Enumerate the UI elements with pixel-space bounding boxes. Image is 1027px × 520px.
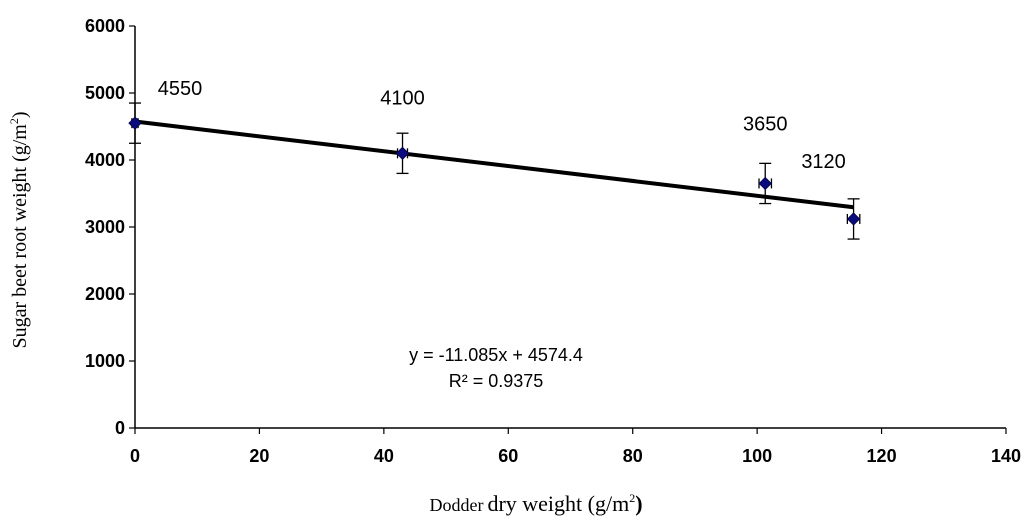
data-point-diamond bbox=[758, 176, 772, 191]
x-axis-title-close: ) bbox=[635, 491, 642, 516]
axes bbox=[134, 26, 1006, 429]
data-point-diamond bbox=[128, 116, 142, 130]
data-points bbox=[128, 116, 861, 226]
x-tick-label: 80 bbox=[623, 446, 643, 466]
y-tick-label: 1000 bbox=[85, 351, 125, 371]
x-axis-ticks: 0 20 40 60 80 100 120 140 bbox=[130, 428, 1021, 466]
y-axis-title-close: ) bbox=[9, 111, 31, 118]
y-tick-label: 5000 bbox=[85, 83, 125, 103]
trendline-equation: y = -11.085x + 4574.4 bbox=[409, 345, 583, 365]
y-tick-label: 2000 bbox=[85, 284, 125, 304]
x-axis-title-part-b: dry weight (g/m bbox=[487, 491, 629, 516]
y-axis-title-text: Sugar beet root weight (g/m bbox=[9, 124, 31, 349]
trendline-r-squared: R² = 0.9375 bbox=[449, 371, 544, 391]
data-label: 3120 bbox=[801, 151, 846, 173]
data-label: 4100 bbox=[380, 87, 425, 109]
x-tick-label: 60 bbox=[498, 446, 518, 466]
data-point-diamond bbox=[846, 212, 861, 226]
data-labels: 4550 4100 3650 3120 bbox=[158, 78, 846, 173]
data-label: 4550 bbox=[158, 78, 203, 100]
x-tick-label: 0 bbox=[130, 446, 140, 466]
y-tick-label: 3000 bbox=[85, 217, 125, 237]
x-tick-label: 40 bbox=[374, 446, 394, 466]
x-tick-label: 120 bbox=[867, 446, 897, 466]
x-axis-title-sup: 2 bbox=[629, 491, 635, 505]
data-point-diamond bbox=[395, 146, 410, 161]
y-tick-label: 0 bbox=[115, 418, 125, 438]
y-axis-ticks: 0 1000 2000 3000 4000 5000 6000 bbox=[85, 16, 135, 438]
y-tick-label: 4000 bbox=[85, 150, 125, 170]
x-tick-label: 100 bbox=[742, 446, 772, 466]
y-tick-label: 6000 bbox=[85, 16, 125, 36]
y-axis-title-sup: 2 bbox=[7, 118, 21, 124]
y-axis-title: Sugar beet root weight (g/m2) bbox=[7, 111, 31, 348]
x-tick-label: 20 bbox=[249, 446, 269, 466]
x-tick-label: 140 bbox=[991, 446, 1021, 466]
trendline-layer bbox=[134, 119, 854, 210]
trendline bbox=[134, 119, 854, 210]
x-axis-title: Dodder dry weight (g/m2) bbox=[429, 491, 642, 516]
data-label: 3650 bbox=[743, 113, 788, 135]
x-axis-title-part-a: Dodder bbox=[429, 495, 483, 515]
